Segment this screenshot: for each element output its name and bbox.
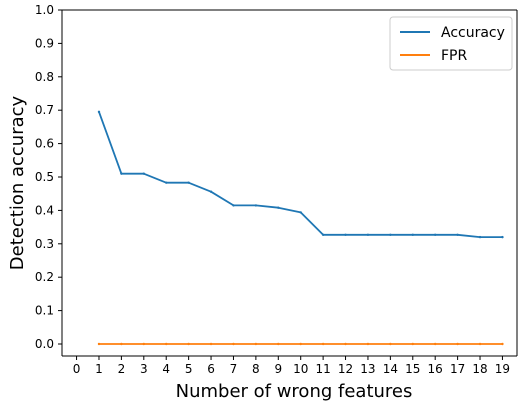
y-axis-title: Detection accuracy (7, 95, 28, 270)
data-point-accuracy (344, 233, 347, 236)
data-point-accuracy (299, 211, 302, 214)
axes-layer (61, 9, 518, 357)
data-point-fpr (209, 342, 213, 346)
legend: Accuracy FPR (389, 16, 513, 71)
y-tick-label: 0.1 (35, 304, 54, 318)
data-point-fpr (366, 342, 370, 346)
y-axis-ticks: 0.0 0.1 0.2 0.3 0.4 0.5 0.6 0.7 0.8 0.9 1.0 (35, 3, 62, 351)
legend-label-fpr: FPR (441, 48, 467, 64)
legend-frame (389, 16, 513, 71)
legend-label-accuracy: Accuracy (441, 25, 505, 41)
data-point-fpr (277, 342, 280, 346)
data-point-fpr (433, 342, 437, 346)
x-tick-label: 12 (338, 362, 353, 376)
x-tick-label: 7 (230, 362, 238, 376)
x-axis-ticks: 0 1 2 3 4 5 6 7 8 9 10 11 12 13 14 15 16 17 18 19 (73, 356, 510, 376)
data-point-fpr (97, 342, 101, 346)
x-tick-label: 10 (293, 362, 308, 376)
x-tick-label: 0 (73, 362, 81, 376)
data-point-fpr (478, 342, 482, 346)
data-point-accuracy (433, 233, 437, 236)
data-point-accuracy (142, 172, 146, 175)
data-point-accuracy (321, 233, 325, 236)
x-tick-label: 4 (162, 362, 170, 376)
data-point-fpr (389, 342, 392, 346)
x-tick-label: 9 (274, 362, 282, 376)
y-tick-label: 0.2 (35, 270, 54, 284)
data-point-fpr (120, 342, 123, 346)
data-point-accuracy (165, 181, 168, 184)
y-tick-label: 0.9 (35, 36, 54, 50)
x-tick-label: 18 (472, 362, 487, 376)
y-tick-label: 0.7 (35, 103, 54, 117)
x-tick-label: 16 (428, 362, 443, 376)
data-point-accuracy (366, 233, 370, 236)
data-point-accuracy (411, 233, 414, 236)
y-tick-label: 0.4 (35, 203, 54, 217)
data-point-accuracy (456, 233, 459, 236)
x-tick-label: 13 (360, 362, 375, 376)
data-point-accuracy (97, 110, 101, 114)
data-point-accuracy (277, 206, 280, 209)
data-point-accuracy (501, 235, 504, 239)
data-point-accuracy (478, 235, 482, 239)
y-tick-label: 0.5 (35, 170, 54, 184)
x-axis-title: Number of wrong features (176, 381, 413, 402)
data-point-accuracy (209, 190, 213, 193)
x-tick-label: 15 (405, 362, 420, 376)
y-tick-label: 0.0 (35, 337, 54, 351)
x-tick-label: 19 (495, 362, 510, 376)
data-point-fpr (321, 342, 325, 346)
data-point-fpr (254, 342, 258, 346)
x-tick-label: 14 (383, 362, 398, 376)
data-point-accuracy (389, 233, 392, 236)
x-tick-label: 2 (118, 362, 126, 376)
data-point-fpr (299, 342, 302, 346)
x-tick-label: 3 (140, 362, 148, 376)
x-tick-label: 5 (185, 362, 193, 376)
x-tick-label: 6 (207, 362, 215, 376)
data-point-fpr (456, 342, 459, 346)
y-tick-label: 0.3 (35, 237, 54, 251)
data-point-accuracy (232, 204, 235, 207)
data-point-fpr (344, 342, 347, 346)
data-point-fpr (165, 342, 168, 346)
data-point-fpr (501, 342, 504, 346)
data-point-fpr (411, 342, 414, 346)
x-tick-label: 17 (450, 362, 465, 376)
x-tick-label: 1 (95, 362, 103, 376)
x-tick-label: 11 (315, 362, 330, 376)
y-tick-label: 1.0 (35, 3, 54, 17)
data-point-accuracy (254, 204, 258, 207)
y-tick-label: 0.6 (35, 137, 54, 151)
data-point-fpr (142, 342, 146, 346)
data-point-accuracy (187, 181, 190, 184)
data-point-accuracy (120, 172, 123, 175)
data-point-fpr (187, 342, 190, 346)
series-layer (97, 110, 504, 346)
data-point-fpr (232, 342, 235, 346)
y-tick-label: 0.8 (35, 70, 54, 84)
x-tick-label: 8 (252, 362, 260, 376)
